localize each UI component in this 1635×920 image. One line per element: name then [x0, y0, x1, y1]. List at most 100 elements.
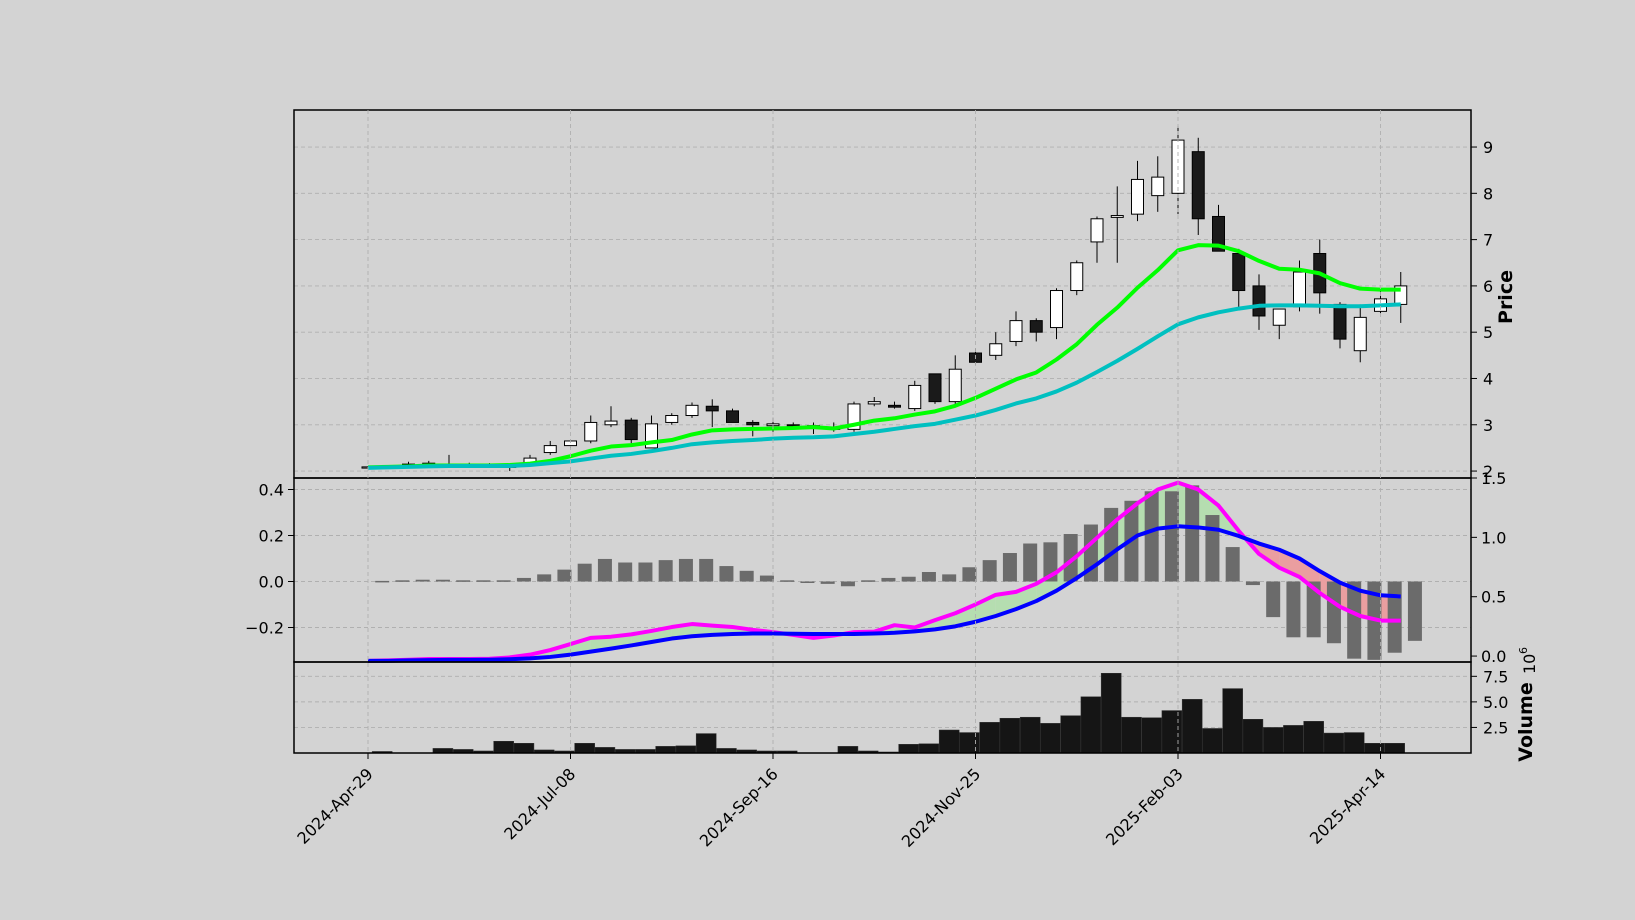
- volume-bar: [1323, 732, 1345, 754]
- macd-right-tick-label: 1.0: [1481, 528, 1506, 547]
- macd-histogram-bar: [658, 560, 673, 582]
- volume-axis-label: Volume: [1515, 682, 1537, 761]
- volume-bar: [1384, 743, 1405, 754]
- macd-histogram-bar: [678, 558, 693, 582]
- macd-histogram-bar: [1245, 581, 1260, 586]
- volume-bar: [1283, 725, 1304, 754]
- macd-histogram-bar: [516, 577, 531, 582]
- price-tick-label: 7: [1483, 231, 1493, 250]
- volume-bar: [898, 744, 919, 754]
- price-tick-label: 8: [1483, 184, 1493, 203]
- volume-bar: [1303, 721, 1324, 754]
- moving-average-line: [367, 302, 1401, 470]
- price-tick-label: 4: [1483, 369, 1493, 388]
- candle-body: [908, 384, 922, 410]
- x-tick-label: 2024-Nov-25: [898, 764, 985, 851]
- candle-body: [1212, 215, 1225, 252]
- candle-body: [1070, 262, 1084, 292]
- volume-bar: [574, 743, 595, 754]
- macd-histogram-bar: [1023, 543, 1038, 582]
- volume-bar: [999, 717, 1021, 754]
- macd-histogram-bar: [1266, 581, 1281, 618]
- volume-bar: [1222, 688, 1243, 754]
- price-tick-label: 5: [1483, 323, 1493, 342]
- candle-body: [685, 404, 699, 417]
- macd-histogram-bar: [1347, 581, 1362, 659]
- macd-histogram-bar: [1225, 547, 1240, 582]
- candle-body: [665, 415, 679, 423]
- macd-histogram-bar: [557, 569, 572, 582]
- candle-body: [786, 424, 800, 427]
- volume-bar: [1343, 732, 1365, 754]
- x-tick-label: 2024-Apr-29: [293, 764, 376, 847]
- volume-bar: [655, 746, 676, 754]
- volume-bar: [675, 745, 697, 754]
- x-tick-label: 2024-Jul-08: [500, 764, 579, 843]
- candle-body: [624, 419, 638, 441]
- macd-histogram-bar: [840, 581, 855, 587]
- volume-bar: [1242, 719, 1264, 754]
- macd-line: [367, 480, 1401, 663]
- volume-bar: [594, 747, 616, 754]
- price-panel: 2 3 4 5 6 7 8 9: [293, 109, 1493, 481]
- candle-body: [1110, 215, 1124, 218]
- macd-histogram-bar: [1063, 534, 1078, 582]
- volume-tick-label: 2.5: [1483, 718, 1508, 737]
- macd-histogram-bar: [1185, 485, 1200, 582]
- macd-histogram-bar: [395, 580, 410, 582]
- macd-histogram-bar: [496, 580, 511, 582]
- macd-histogram-bar: [800, 581, 815, 583]
- macd-histogram-bar: [618, 562, 633, 582]
- volume-bar: [1141, 717, 1162, 754]
- candle-body: [948, 368, 962, 403]
- candle-body: [1029, 320, 1043, 333]
- candle-body: [1191, 151, 1205, 220]
- volume-bar: [1121, 716, 1142, 754]
- macd-histogram-bar: [415, 579, 430, 582]
- macd-left-tick-label: 0.4: [259, 481, 284, 500]
- macd-histogram-bar: [1144, 491, 1159, 582]
- macd-histogram-bar: [1326, 581, 1341, 644]
- candle-body: [1090, 218, 1104, 243]
- macd-histogram-bar: [456, 580, 471, 582]
- candle-body: [928, 373, 942, 403]
- candle-body: [1252, 285, 1266, 317]
- price-tick-label: 9: [1483, 138, 1493, 157]
- volume-bar: [1181, 699, 1203, 754]
- macd-left-tick-label: 0.2: [259, 527, 284, 546]
- volume-bar: [513, 743, 535, 754]
- macd-histogram-bar: [537, 574, 552, 582]
- macd-histogram-bar: [739, 570, 754, 582]
- macd-histogram-bar: [1286, 581, 1301, 638]
- macd-histogram-bar: [780, 580, 795, 582]
- price-tick-label: 2: [1483, 462, 1493, 481]
- macd-panel: 0.4 0.2 0.0 −0.2 1.5 1.0 0.5 0.0: [245, 469, 1506, 666]
- macd-histogram-bar: [1164, 491, 1179, 582]
- macd-histogram-bar: [1407, 581, 1422, 641]
- price-axis-label: Price: [1495, 270, 1517, 324]
- candle-body: [726, 410, 739, 423]
- candle-body: [1050, 290, 1063, 329]
- macd-left-tick-label: −0.2: [245, 619, 284, 638]
- volume-bar: [1019, 716, 1041, 754]
- signal-line: [368, 524, 1401, 663]
- macd-histogram-bar: [921, 572, 936, 582]
- candle-body: [705, 405, 719, 412]
- macd-histogram-bar: [1387, 581, 1402, 653]
- macd-histogram-bar: [1306, 581, 1321, 638]
- macd-histogram-bar: [1002, 553, 1017, 582]
- candle-body: [1272, 308, 1286, 326]
- volume-bar: [1262, 727, 1284, 754]
- volume-multiplier-base: 10: [1520, 654, 1539, 674]
- candle-body: [1333, 303, 1347, 340]
- macd-right-tick-label: 0.5: [1481, 588, 1506, 607]
- volume-bar: [1100, 672, 1122, 754]
- macd-histogram-bar: [699, 558, 714, 582]
- x-tick-label: 2025-Apr-14: [1306, 764, 1389, 847]
- candle-body: [1151, 176, 1165, 197]
- x-tick-label: 2025-Feb-03: [1102, 764, 1187, 849]
- volume-panel: 7.5 5.0 2.5: [293, 661, 1508, 754]
- candle-body: [888, 404, 901, 408]
- volume-bar: [1040, 723, 1061, 754]
- volume-bar: [1161, 710, 1183, 754]
